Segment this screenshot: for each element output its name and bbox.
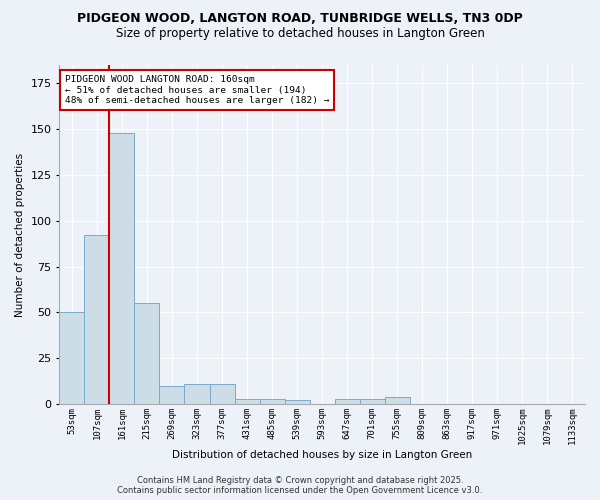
Bar bbox=[209, 384, 235, 404]
Bar bbox=[360, 398, 385, 404]
Bar bbox=[134, 303, 160, 404]
Bar bbox=[109, 133, 134, 404]
Bar bbox=[235, 398, 260, 404]
Bar bbox=[284, 400, 310, 404]
Bar bbox=[160, 386, 184, 404]
Text: PIDGEON WOOD, LANGTON ROAD, TUNBRIDGE WELLS, TN3 0DP: PIDGEON WOOD, LANGTON ROAD, TUNBRIDGE WE… bbox=[77, 12, 523, 26]
Bar bbox=[85, 236, 109, 404]
Y-axis label: Number of detached properties: Number of detached properties bbox=[15, 152, 25, 316]
Text: PIDGEON WOOD LANGTON ROAD: 160sqm
← 51% of detached houses are smaller (194)
48%: PIDGEON WOOD LANGTON ROAD: 160sqm ← 51% … bbox=[65, 75, 329, 105]
Bar bbox=[184, 384, 209, 404]
X-axis label: Distribution of detached houses by size in Langton Green: Distribution of detached houses by size … bbox=[172, 450, 472, 460]
Bar bbox=[260, 398, 284, 404]
Bar bbox=[385, 396, 410, 404]
Text: Size of property relative to detached houses in Langton Green: Size of property relative to detached ho… bbox=[116, 28, 484, 40]
Text: Contains HM Land Registry data © Crown copyright and database right 2025.
Contai: Contains HM Land Registry data © Crown c… bbox=[118, 476, 482, 495]
Bar bbox=[59, 312, 85, 404]
Bar bbox=[335, 398, 360, 404]
